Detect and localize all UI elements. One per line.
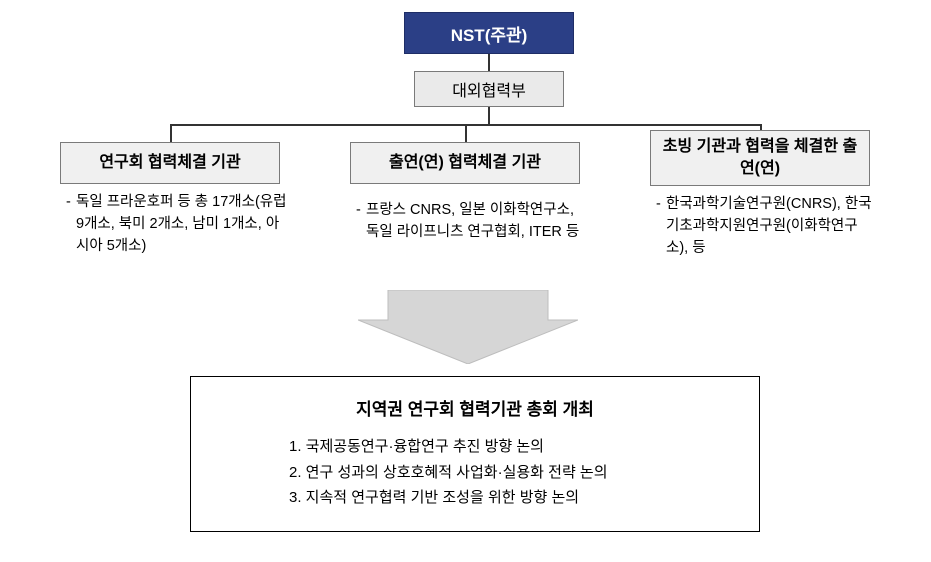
sub-node: 대외협력부 bbox=[414, 71, 564, 107]
child-description: 독일 프라운호퍼 등 총 17개소(유럽 9개소, 북미 2개소, 남미 1개소… bbox=[60, 186, 296, 257]
connector-line bbox=[488, 107, 490, 125]
summary-item: 3. 지속적 연구협력 기반 조성을 위한 방향 논의 bbox=[289, 485, 731, 511]
down-arrow-icon bbox=[358, 290, 578, 364]
child-header: 초빙 기관과 협력을 체결한 출연(연) bbox=[650, 130, 870, 186]
summary-item: 1. 국제공동연구·융합연구 추진 방향 논의 bbox=[289, 434, 731, 460]
child-description: 한국과학기술연구원(CNRS), 한국기초과학지원연구원(이화학연구소), 등 bbox=[650, 188, 886, 259]
summary-title: 지역권 연구회 협력기관 총회 개최 bbox=[219, 395, 731, 420]
sub-label: 대외협력부 bbox=[452, 77, 526, 101]
connector-line bbox=[170, 124, 172, 142]
child-header: 출연(연) 협력체결 기관 bbox=[350, 142, 580, 184]
connector-line bbox=[488, 54, 490, 71]
summary-list: 1. 국제공동연구·융합연구 추진 방향 논의2. 연구 성과의 상호호혜적 사… bbox=[219, 434, 731, 511]
root-label: NST(주관) bbox=[451, 21, 528, 46]
summary-box: 지역권 연구회 협력기관 총회 개최 1. 국제공동연구·융합연구 추진 방향 … bbox=[190, 376, 760, 532]
child-header: 연구회 협력체결 기관 bbox=[60, 142, 280, 184]
connector-line bbox=[465, 124, 467, 142]
child-description: 프랑스 CNRS, 일본 이화학연구소, 독일 라이프니츠 연구협회, ITER… bbox=[350, 194, 596, 244]
root-node: NST(주관) bbox=[404, 12, 574, 54]
summary-item: 2. 연구 성과의 상호호혜적 사업화·실용화 전략 논의 bbox=[289, 460, 731, 486]
